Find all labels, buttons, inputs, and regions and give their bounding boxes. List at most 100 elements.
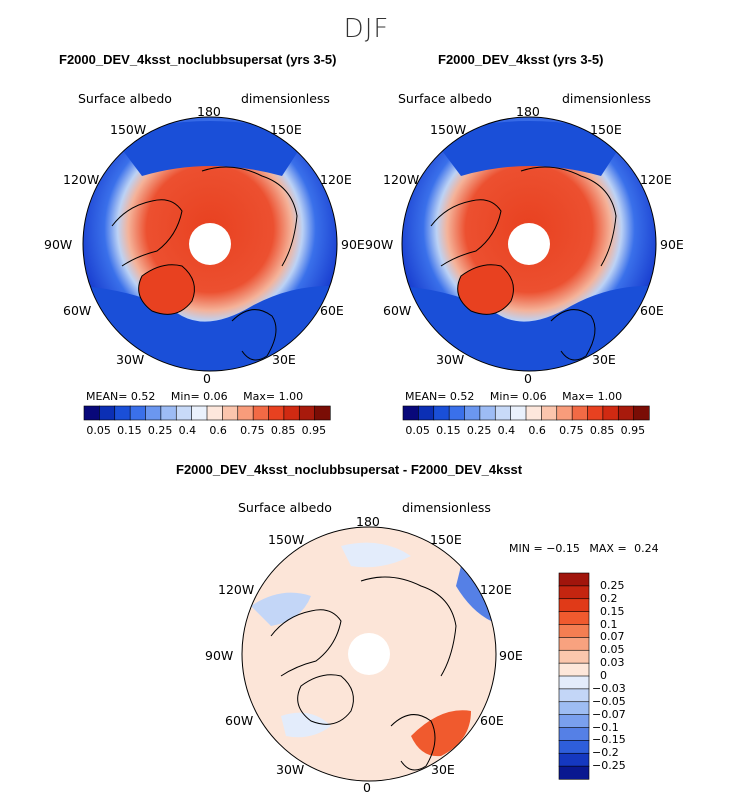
- colorbar-swatch: [418, 405, 435, 421]
- pole-hole: [508, 223, 550, 265]
- colorbar-swatch: [402, 405, 419, 421]
- negative-anomaly-patch: [341, 542, 411, 568]
- p3-lon-150e: 150E: [430, 532, 462, 547]
- colorbar-tick-label: −0.2: [592, 746, 619, 760]
- p2-lon-90e: 90E: [660, 237, 684, 252]
- p1-lon-90w: 90W: [44, 237, 73, 252]
- colorbar-swatch: [494, 405, 512, 421]
- p2-lon-60e: 60E: [640, 303, 664, 318]
- p3-lon-30e: 30E: [431, 762, 455, 777]
- north-america-coast: [111, 199, 183, 267]
- colorbar-swatch: [314, 405, 331, 421]
- p1-lon-150w: 150W: [110, 122, 147, 137]
- north-america-coast: [270, 609, 342, 677]
- colorbar-swatch: [558, 598, 590, 613]
- colorbar-swatch: [558, 727, 590, 741]
- colorbar-swatch: [558, 701, 590, 716]
- season-title: DJF: [343, 14, 390, 44]
- colorbar-swatch: [587, 405, 604, 421]
- panel-1-title: F2000_DEV_4ksst_noclubbsupersat (yrs 3-5…: [59, 52, 337, 67]
- p3-lon-0: 0: [363, 780, 371, 795]
- colorbar-tick-label: 0.85: [270, 424, 296, 437]
- panel-1-variable: Surface albedo: [78, 91, 172, 106]
- negative-anomaly-patch: [281, 712, 331, 738]
- panel-3-colorbar-ticks: 0.25 0.2 0.15 0.1 0.07 0.05 0.03 0 −0.03 −0.05 −0.…: [592, 573, 672, 779]
- negative-anomaly-patch: [456, 566, 491, 621]
- panel-3-variable: Surface albedo: [238, 500, 332, 515]
- europe-coast: [390, 714, 436, 771]
- colorbar-swatch: [464, 405, 481, 421]
- colorbar-tick-label: 0.85: [589, 424, 615, 437]
- pole-hole: [189, 223, 231, 265]
- colorbar-swatch: [558, 714, 590, 729]
- p3-lon-90w: 90W: [205, 648, 234, 663]
- colorbar-swatch: [114, 405, 131, 421]
- p1-lon-30e: 30E: [272, 352, 296, 367]
- p3-max-value: 0.24: [634, 542, 659, 555]
- colorbar-swatch: [83, 405, 100, 421]
- colorbar-tick-label: 0.05: [405, 424, 430, 437]
- colorbar-swatch: [558, 740, 590, 754]
- p3-lon-60e: 60E: [480, 713, 504, 728]
- europe-coast: [550, 309, 596, 361]
- colorbar-swatch: [558, 624, 590, 638]
- colorbar-swatch: [556, 405, 573, 421]
- colorbar-swatch: [558, 662, 590, 677]
- panel-2-colorbar: [402, 405, 650, 421]
- p3-lon-120w: 120W: [218, 582, 255, 597]
- colorbar-tick-label: 0: [600, 669, 607, 682]
- panel-1-units: dimensionless: [241, 91, 330, 106]
- negative-anomaly-patch: [251, 592, 311, 626]
- colorbar-swatch: [558, 585, 590, 600]
- p1-lon-120e: 120E: [320, 172, 352, 187]
- p1-lon-60e: 60E: [320, 303, 344, 318]
- colorbar-tick-label: 0.05: [600, 643, 625, 657]
- p3-lon-90e: 90E: [499, 648, 523, 663]
- asia-coast: [201, 166, 298, 267]
- p3-lon-180: 180: [356, 514, 380, 529]
- panel-3-colorbar: [558, 572, 590, 780]
- panel-1-polar-map: [82, 116, 338, 372]
- colorbar-tick-label: 0.6: [209, 424, 227, 437]
- p2-lon-60w: 60W: [383, 303, 412, 318]
- p1-min-label: Min=: [170, 390, 200, 403]
- colorbar-swatch: [541, 405, 558, 421]
- colorbar-tick-label: 0.1: [600, 617, 618, 631]
- colorbar-tick-label: 0.07: [600, 630, 625, 644]
- north-america-coast: [430, 199, 502, 267]
- p2-lon-120w: 120W: [383, 172, 420, 187]
- p1-mean-label: MEAN=: [86, 390, 128, 403]
- panel-2-polar-map: [401, 116, 657, 372]
- colorbar-swatch: [191, 405, 208, 421]
- p2-lon-180: 180: [516, 104, 540, 119]
- p3-min-value: −0.15: [546, 542, 580, 555]
- greenland-coast: [297, 674, 354, 725]
- p3-lon-30w: 30W: [276, 762, 305, 777]
- colorbar-tick-label: 0.4: [497, 424, 516, 437]
- colorbar-swatch: [558, 765, 590, 780]
- colorbar-swatch: [268, 405, 285, 421]
- colorbar-swatch: [99, 405, 116, 421]
- positive-anomaly-patch: [411, 710, 471, 757]
- p1-lon-30w: 30W: [116, 352, 145, 367]
- p2-lon-150w: 150W: [430, 122, 467, 137]
- colorbar-swatch: [145, 405, 162, 421]
- p1-lon-180: 180: [197, 104, 221, 119]
- colorbar-tick-label: 0.95: [620, 424, 646, 437]
- panel-3-units: dimensionless: [402, 500, 491, 515]
- colorbar-tick-label: 0.05: [86, 424, 111, 437]
- colorbar-swatch: [558, 752, 590, 767]
- p2-lon-90w: 90W: [365, 237, 394, 252]
- panel-2-stats: MEAN= 0.52 Min= 0.06 Max= 1.00: [405, 390, 622, 403]
- colorbar-swatch: [558, 649, 590, 664]
- colorbar-tick-label: 0.2: [600, 591, 618, 605]
- colorbar-tick-label: −0.03: [592, 681, 626, 695]
- asia-coast: [360, 576, 457, 677]
- colorbar-swatch: [558, 572, 590, 587]
- p2-min-value: 0.06: [522, 390, 547, 403]
- panel-2-colorbar-ticks: 0.05 0.15 0.25 0.4 0.6 0.75 0.85 0.95: [403, 424, 649, 438]
- colorbar-tick-label: 0.15: [436, 424, 461, 437]
- p2-lon-30w: 30W: [436, 352, 465, 367]
- colorbar-swatch: [448, 405, 466, 421]
- colorbar-swatch: [129, 405, 147, 421]
